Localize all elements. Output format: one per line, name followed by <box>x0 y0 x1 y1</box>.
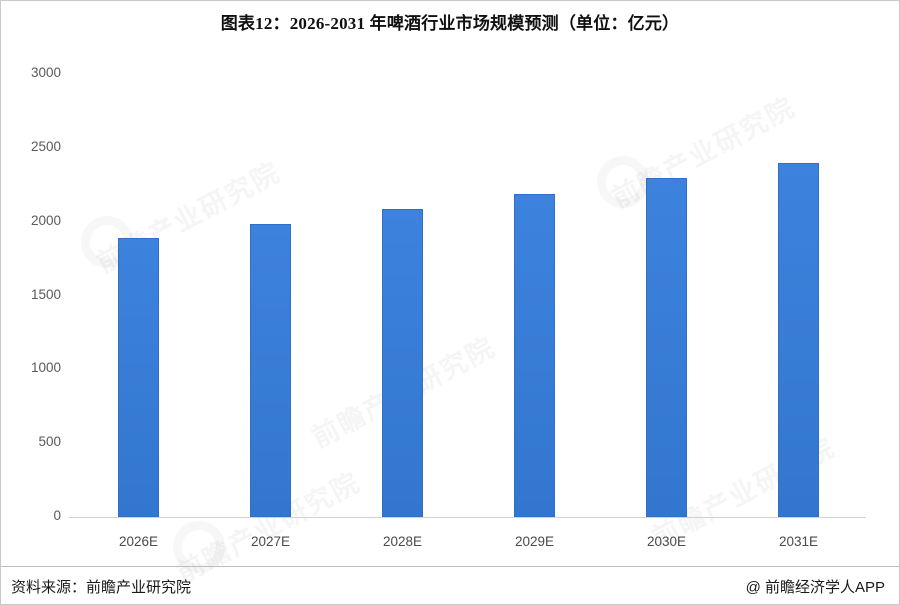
y-axis-tick-label: 0 <box>53 508 61 523</box>
x-axis-tick-label: 2028E <box>382 534 423 549</box>
bar <box>778 162 819 517</box>
x-axis-line <box>69 517 866 518</box>
x-axis-tick-label: 2026E <box>118 534 159 549</box>
x-axis-tick-label: 2029E <box>514 534 555 549</box>
attribution-label: @ 前瞻经济学人APP <box>745 579 885 596</box>
y-axis-tick-label: 1000 <box>30 360 61 376</box>
y-axis-tick-label: 1500 <box>30 286 61 302</box>
x-axis-tick-label: 2030E <box>646 534 687 549</box>
y-axis-tick-label: 3000 <box>30 65 61 80</box>
bar <box>382 209 423 517</box>
x-axis-tick-label: 2031E <box>778 534 819 549</box>
chart-title: 图表12：2026-2031 年啤酒行业市场规模预测（单位：亿元） <box>220 14 680 33</box>
y-axis-tick-label: 2000 <box>30 212 61 228</box>
y-axis-tick-label: 500 <box>38 434 61 450</box>
source-label: 资料来源：前瞻产业研究院 <box>11 579 192 596</box>
x-axis-tick-label: 2027E <box>250 534 291 549</box>
bar <box>514 194 555 517</box>
y-axis-tick-label: 2500 <box>30 138 61 154</box>
bar <box>118 237 159 517</box>
bar <box>646 178 687 517</box>
bar <box>250 223 291 517</box>
footer-divider <box>1 566 899 567</box>
